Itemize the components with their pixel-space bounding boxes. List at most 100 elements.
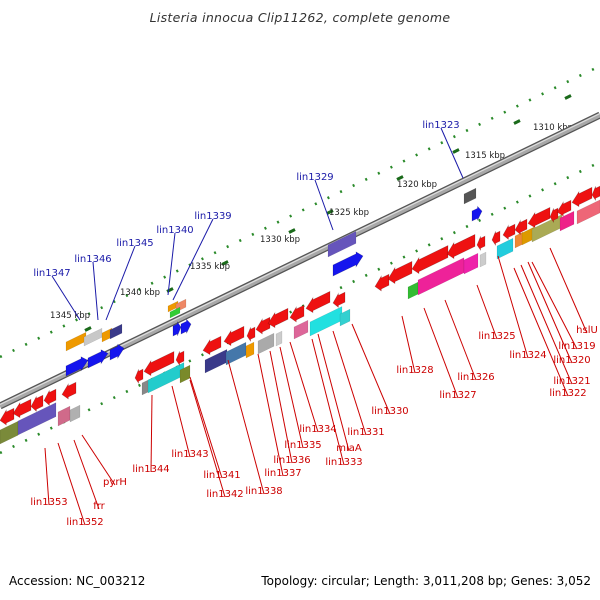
lower-gene-label: lin1327: [439, 390, 476, 401]
forward-gene-arrow: [65, 356, 89, 377]
upper-gene-label: lin1347: [33, 268, 70, 279]
scale-tick-label: 1325 kbp: [329, 208, 369, 218]
reverse-gene-arrow: [332, 291, 346, 309]
scale-tick-label: 1345 kbp: [50, 311, 90, 321]
label-leader: [527, 261, 573, 364]
scale-tick: [84, 326, 92, 332]
reverse-gene-arrow: [491, 230, 501, 247]
feature-band: [257, 332, 275, 355]
reverse-gene-arrow: [175, 350, 185, 367]
scale-tick-label: 1310 kbp: [533, 123, 573, 133]
map-title: Listeria innocua Clip11262, complete gen…: [149, 10, 451, 25]
lower-gene-label: frr: [93, 501, 105, 512]
label-leader: [44, 447, 50, 506]
feature-band: [479, 251, 487, 268]
reverse-gene-arrow: [411, 245, 449, 275]
reverse-gene-arrow: [43, 388, 57, 407]
feature-band: [339, 308, 351, 327]
scale-tick: [326, 209, 334, 215]
lower-gene-label: pyrH: [103, 477, 127, 488]
upper-gene-label: lin1346: [74, 254, 111, 265]
label-leader: [317, 333, 350, 452]
feature-band: [275, 330, 283, 347]
reverse-gene-arrow: [305, 290, 331, 314]
label-leader: [81, 434, 116, 486]
feature-band: [65, 331, 87, 352]
feature-band: [245, 341, 255, 359]
reverse-gene-arrow: [476, 235, 486, 252]
feature-band: [225, 341, 247, 366]
feature-band: [0, 420, 19, 445]
label-leader: [444, 299, 477, 381]
reverse-gene-arrow: [143, 350, 175, 377]
lower-gene-label: lin1328: [396, 365, 433, 376]
lower-gene-label: lin1353: [30, 497, 67, 508]
feature-band: [327, 231, 357, 258]
lower-gene-label: lin1338: [245, 486, 282, 497]
forward-gene-arrow: [109, 343, 125, 361]
reverse-gene-arrow: [571, 186, 593, 208]
label-leader: [289, 341, 319, 433]
lower-gene-label: lin1336: [273, 455, 310, 466]
scale-tick-label: 1320 kbp: [397, 180, 437, 190]
lower-gene-label: lin1330: [371, 406, 408, 417]
label-leader: [171, 385, 191, 458]
scale-tick: [221, 260, 229, 266]
label-leader: [189, 379, 226, 498]
reverse-gene-arrow: [514, 218, 528, 236]
reverse-gene-arrow: [556, 199, 572, 217]
lower-gene-label: lin1324: [509, 350, 546, 361]
reverse-gene-arrow: [255, 316, 271, 335]
upper-gene-label: lin1323: [422, 120, 459, 131]
label-leader: [189, 376, 223, 479]
reverse-gene-arrow: [446, 233, 476, 260]
genome-summary-text: Topology: circular; Length: 3,011,208 bp…: [261, 574, 591, 588]
lower-gene-label: lin1343: [171, 449, 208, 460]
feature-band: [559, 210, 575, 232]
reverse-gene-arrow: [267, 307, 289, 329]
reverse-gene-arrow: [289, 304, 305, 323]
label-leader: [172, 218, 214, 301]
scale-track: 1310 kbp 1315 kbp 1320 kbp 1325 kbp 1330 kbp…: [0, 64, 600, 455]
reverse-gene-arrow: [374, 273, 390, 292]
scale-tick: [166, 287, 174, 293]
feature-band: [496, 237, 514, 260]
reverse-gene-arrow: [12, 398, 32, 419]
forward-gene-arrow: [87, 349, 109, 369]
label-leader: [105, 245, 136, 321]
lower-gene-label: lin1331: [347, 427, 384, 438]
feature-band: [463, 252, 479, 275]
label-leader: [513, 267, 569, 397]
lower-gene-label: lin1326: [457, 372, 494, 383]
label-leader: [351, 323, 391, 415]
scale-tick: [564, 94, 572, 100]
label-leader: [73, 439, 100, 510]
scale-tick-label: 1335 kbp: [190, 262, 230, 272]
lower-gene-label: lin1319: [558, 341, 595, 352]
forward-gene-arrow: [332, 251, 364, 277]
label-leader: [269, 350, 293, 464]
lower-gene-label: lin1337: [264, 468, 301, 479]
reverse-gene-arrow: [202, 335, 222, 356]
scale-tick: [288, 228, 296, 234]
label-leader: [51, 275, 81, 321]
label-leader: [476, 284, 498, 340]
reverse-gene-arrow: [30, 394, 44, 413]
label-leader: [314, 179, 334, 231]
lower-gene-label: lin1334: [299, 424, 336, 435]
label-leader: [440, 127, 464, 179]
forward-gene-arrow: [471, 205, 483, 222]
forward-gene-arrow: [180, 318, 192, 335]
label-leader: [57, 442, 86, 526]
reverse-gene-arrow: [223, 325, 245, 347]
label-leader: [520, 264, 573, 385]
lower-gene-label: lin1352: [66, 517, 103, 528]
scale-tick-label: 1330 kbp: [260, 235, 300, 245]
label-leader: [311, 338, 345, 466]
label-leader: [150, 394, 153, 473]
lower-gene-label: miaA: [336, 443, 362, 454]
feature-band: [17, 402, 57, 436]
label-leader: [549, 247, 588, 334]
reverse-gene-arrow: [61, 381, 77, 400]
